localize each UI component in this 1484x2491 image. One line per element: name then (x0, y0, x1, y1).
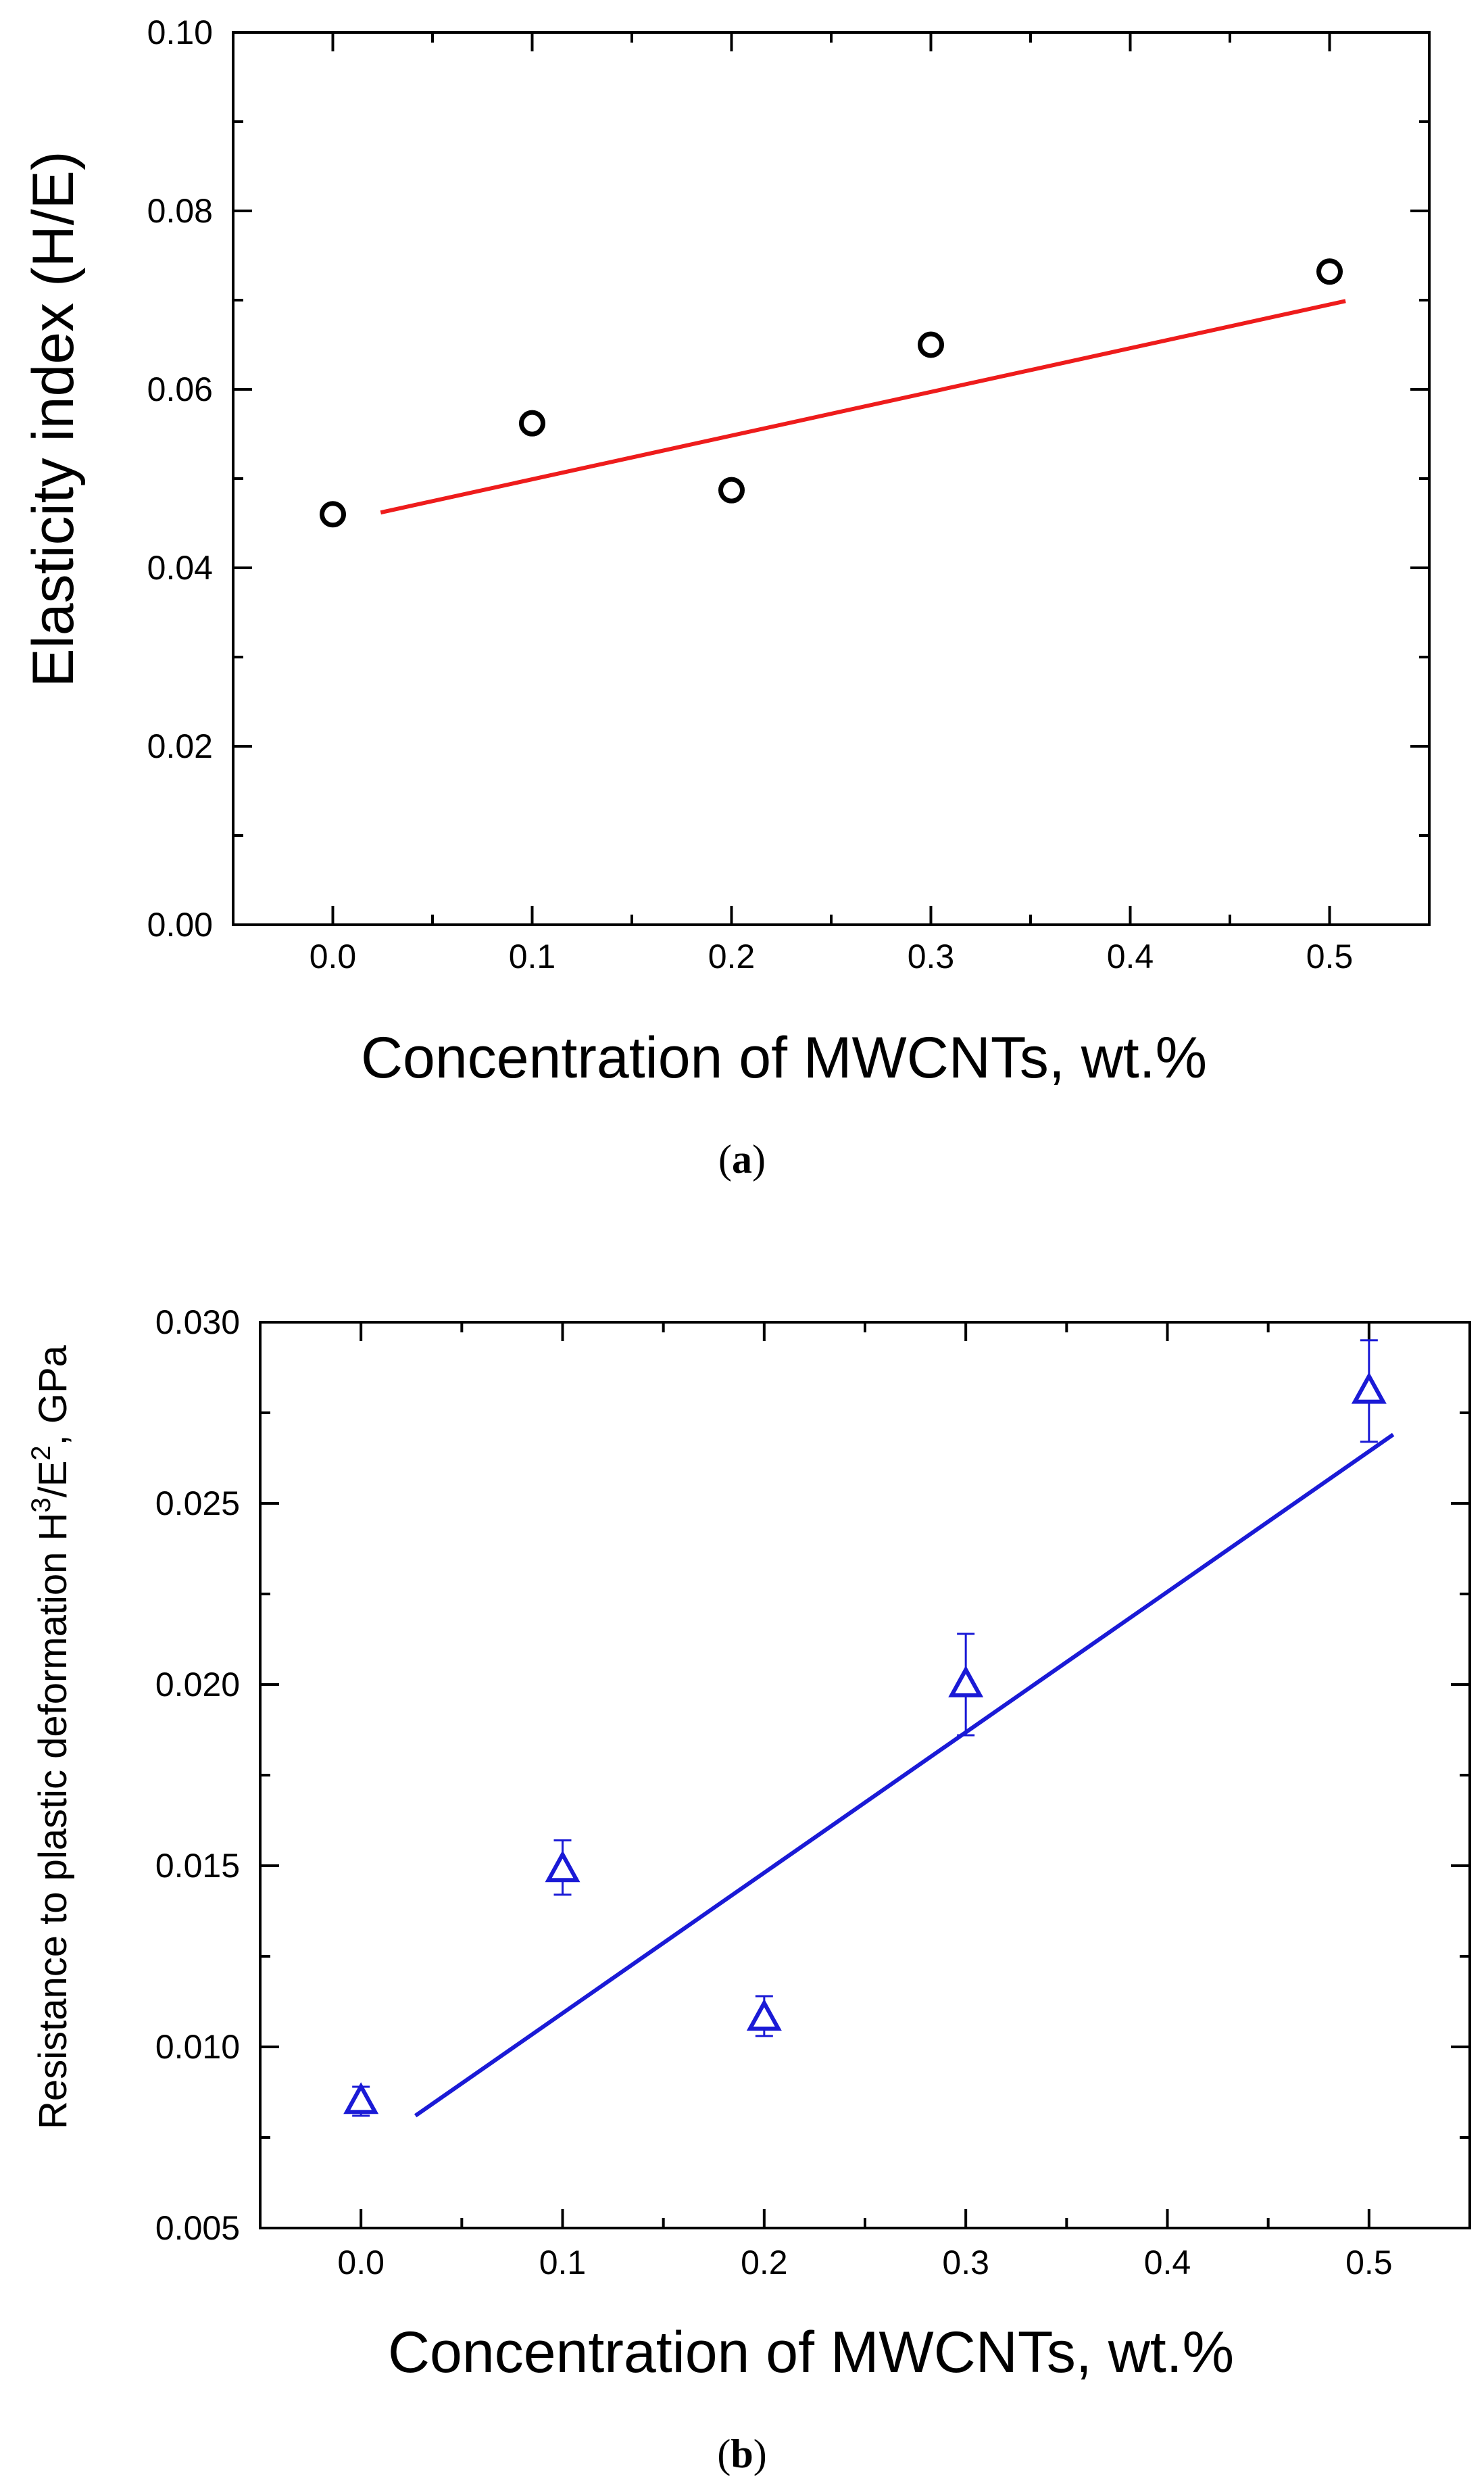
y-tick-label: 0.010 (155, 2028, 240, 2066)
x-axis-label-b: Concentration of MWCNTs, wt.% (388, 2320, 1234, 2385)
fit-line-a (380, 299, 1346, 515)
data-point (1316, 258, 1343, 285)
x-tick-label: 0.4 (1144, 2244, 1191, 2281)
x-tick-label: 0.3 (942, 2244, 989, 2281)
y-tick-label: 0.02 (147, 727, 213, 765)
y-tick-label: 0.06 (147, 370, 213, 408)
data-point (545, 1850, 580, 1883)
fit-line-b (414, 1432, 1395, 2118)
y-axis-label-b: Resistance to plastic deformation H3/E2,… (26, 1345, 75, 2129)
x-tick-labels-b: 0.0 0.1 0.2 0.3 0.4 0.5 (337, 2244, 1392, 2281)
data-point (343, 2082, 379, 2114)
x-tick-label: 0.2 (741, 2244, 788, 2281)
x-tick-labels-a: 0.0 0.1 0.2 0.3 0.4 0.5 (310, 938, 1354, 975)
x-tick-label: 0.3 (908, 938, 955, 975)
x-tick-label: 0.0 (337, 2244, 385, 2281)
data-point (746, 1998, 782, 2031)
x-tick-label: 0.2 (708, 938, 756, 975)
data-points-b (343, 1339, 1387, 2117)
y-tick-label: 0.030 (155, 1303, 240, 1341)
y-tick-label: 0.020 (155, 1666, 240, 1703)
y-tick-label: 0.005 (155, 2209, 240, 2247)
data-point (918, 331, 944, 358)
x-tick-marks-a (331, 32, 1331, 925)
plot-frame-a (232, 31, 1431, 926)
panel-label-a: (a) (718, 1137, 766, 1182)
y-tick-label: 0.04 (147, 549, 213, 587)
y-tick-label: 0.10 (147, 14, 213, 51)
x-tick-label: 0.0 (310, 938, 357, 975)
y-axis-label-a: Elasticity index (H/E) (21, 151, 86, 687)
chart-panel-b: 0.0 0.1 0.2 0.3 0.4 0.5 0.0050.0100.0150.0200… (26, 1303, 1471, 2476)
y-tick-labels-b: 0.005 0.010 0.015 0.020 0.025 0.030 (155, 1303, 240, 2247)
x-tick-marks-b (360, 1322, 1370, 2228)
y-tick-label: 0.00 (147, 906, 213, 944)
y-tick-label: 0.015 (155, 1847, 240, 1885)
x-tick-label: 0.1 (509, 938, 556, 975)
x-tick-label: 0.5 (1345, 2244, 1393, 2281)
data-point (320, 501, 346, 528)
chart-panel-a: 0.0 0.1 0.2 0.3 0.4 0.5 0.000.020.040.060.080… (21, 14, 1431, 1182)
data-point (1351, 1372, 1387, 1404)
x-tick-label: 0.4 (1107, 938, 1154, 975)
data-point (718, 477, 745, 504)
y-tick-marks-b (260, 1321, 1470, 2229)
panel-label-b: (b) (717, 2432, 766, 2476)
x-axis-label-a: Concentration of MWCNTs, wt.% (361, 1025, 1207, 1090)
x-tick-label: 0.5 (1306, 938, 1354, 975)
x-tick-label: 0.1 (539, 2244, 587, 2281)
plot-frame-b (259, 1321, 1471, 2229)
data-point (948, 1665, 984, 1697)
data-point (519, 410, 545, 437)
data-points-a (320, 258, 1343, 528)
y-tick-marks-a (233, 31, 1429, 926)
y-tick-label: 0.08 (147, 192, 213, 230)
y-tick-labels-a: 0.00 0.02 0.04 0.06 0.08 0.10 (147, 14, 213, 944)
y-tick-label: 0.025 (155, 1484, 240, 1522)
